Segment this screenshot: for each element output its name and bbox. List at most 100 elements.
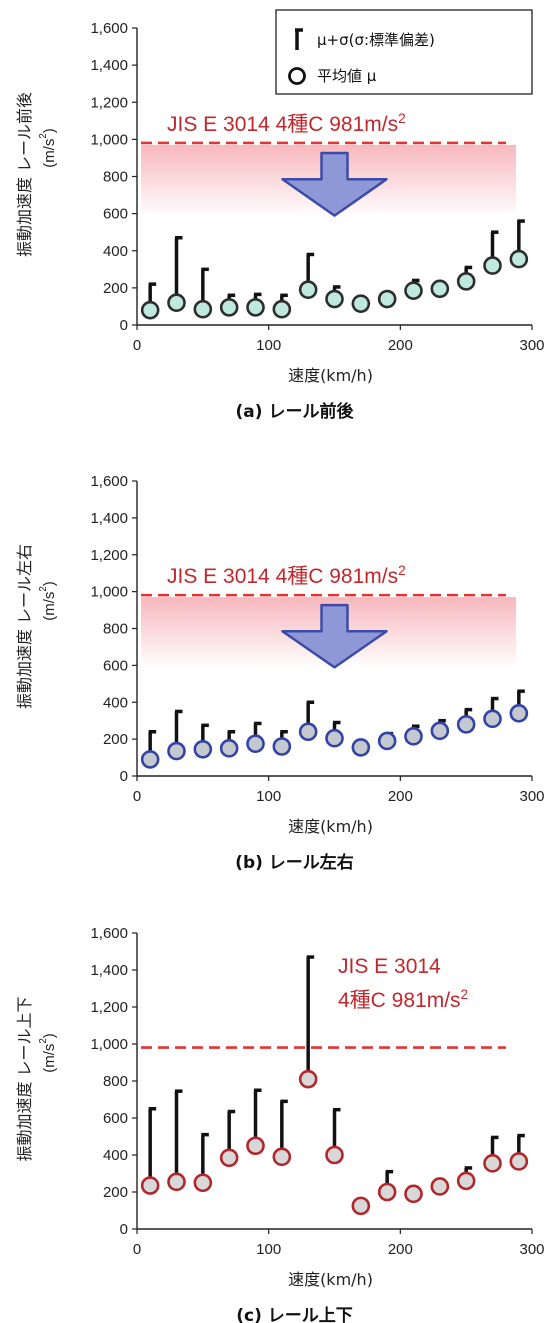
y-tick-label: 600 — [103, 657, 128, 674]
mean-point — [430, 279, 450, 299]
y-tick-label: 0 — [120, 768, 128, 785]
mean-point — [219, 739, 239, 758]
y-tick-label: 400 — [103, 694, 128, 711]
legend-mean-marker — [288, 67, 306, 85]
mean-point — [272, 737, 292, 756]
y-tick-label: 1,600 — [90, 473, 128, 490]
mean-point — [483, 709, 502, 729]
mean-point — [325, 1145, 344, 1165]
mean-point — [193, 299, 213, 319]
mean-point — [483, 256, 502, 275]
mean-point — [404, 1184, 423, 1204]
mean-point — [246, 298, 265, 317]
panel-caption: (a) レール前後 — [236, 401, 355, 422]
panel-caption: (c) レール上下 — [236, 1306, 353, 1323]
mean-point — [456, 272, 476, 291]
down-arrow — [281, 151, 388, 217]
mean-point — [325, 728, 344, 748]
reference-label-line: 4種C 981m/s2 — [338, 987, 468, 1012]
legend: μ+σ(σ:標準偏差) 平均値 μ — [275, 9, 533, 95]
x-tick-label: 100 — [256, 788, 281, 805]
y-axis-title: 振動加速度 レール上下 — [15, 996, 34, 1161]
y-tick-label: 0 — [120, 1221, 128, 1238]
panel-caption: (b) レール左右 — [235, 852, 354, 873]
y-tick-label: 600 — [103, 1110, 128, 1127]
mean-point — [351, 738, 371, 757]
y-tick-label: 1,400 — [90, 510, 128, 527]
x-tick-label: 0 — [133, 337, 141, 354]
mean-point — [377, 289, 397, 309]
mean-point — [140, 300, 160, 320]
mean-point — [430, 1177, 450, 1196]
y-tick-label: 1,000 — [90, 131, 128, 148]
mean-point — [351, 294, 371, 313]
panel-b: 0 200 400 600 800 1,000 1,200 1,400 1,600 0 100 200… — [15, 473, 545, 873]
y-tick-label: 1,200 — [90, 999, 128, 1016]
mean-point — [430, 721, 450, 741]
legend-box — [275, 9, 533, 95]
x-tick-label: 0 — [133, 1241, 141, 1258]
mean-point — [509, 1152, 529, 1171]
y-axis-unit: (m/s2) — [38, 1033, 58, 1073]
mean-point — [167, 741, 186, 761]
mean-point — [219, 1148, 239, 1168]
y-tick-label: 600 — [103, 206, 128, 223]
mean-point — [167, 293, 186, 313]
mean-point — [351, 1196, 371, 1216]
y-tick-label: 1,200 — [90, 547, 128, 564]
mean-point — [272, 1147, 292, 1167]
mean-point — [140, 750, 160, 769]
mean-point — [404, 727, 423, 746]
y-tick-label: 200 — [103, 731, 128, 748]
mean-point — [377, 1182, 397, 1202]
y-tick-label: 1,000 — [90, 584, 128, 601]
mean-point — [193, 1173, 213, 1193]
reference-label-line: JIS E 3014 — [338, 955, 441, 978]
x-tick-label: 300 — [519, 788, 544, 805]
mean-point — [246, 734, 265, 754]
mean-point — [298, 1069, 318, 1089]
mean-point — [509, 704, 529, 723]
mean-point — [140, 1176, 160, 1195]
x-tick-label: 0 — [133, 788, 141, 805]
x-tick-label: 100 — [256, 1241, 281, 1258]
mean-point — [325, 289, 344, 309]
y-axis-unit: (m/s2) — [38, 128, 58, 168]
y-tick-label: 1,400 — [90, 57, 128, 74]
x-tick-label: 300 — [519, 1241, 544, 1258]
x-tick-label: 200 — [388, 788, 413, 805]
x-axis-title: 速度(km/h) — [288, 366, 373, 385]
y-tick-label: 200 — [103, 280, 128, 297]
x-axis-title: 速度(km/h) — [288, 1270, 373, 1289]
y-tick-label: 1,000 — [90, 1036, 128, 1053]
x-tick-label: 100 — [256, 337, 281, 354]
reference-label: JIS E 3014 4種C 981m/s2 — [167, 111, 406, 136]
y-tick-label: 400 — [103, 243, 128, 260]
y-tick-label: 800 — [103, 621, 128, 638]
panel-a: 0 200 400 600 800 1,000 1,200 1,400 1,600 0 100 200… — [15, 9, 545, 422]
mean-point — [509, 249, 529, 269]
y-tick-label: 1,600 — [90, 20, 128, 37]
down-arrow — [281, 603, 388, 669]
mean-point — [404, 281, 423, 300]
mean-point — [483, 1154, 502, 1173]
x-tick-label: 300 — [519, 337, 544, 354]
mean-point — [377, 731, 397, 751]
y-tick-label: 200 — [103, 1184, 128, 1201]
mean-point — [219, 298, 239, 317]
mean-point — [298, 280, 318, 300]
x-tick-label: 200 — [388, 1241, 413, 1258]
reference-label: JIS E 3014 4種C 981m/s2 — [167, 563, 406, 588]
y-axis-unit: (m/s2) — [38, 581, 58, 621]
y-tick-label: 1,400 — [90, 962, 128, 979]
y-tick-label: 800 — [103, 1073, 128, 1090]
legend-mean-label: 平均値 μ — [317, 67, 377, 85]
mean-point — [298, 722, 318, 742]
mean-point — [167, 1172, 186, 1192]
y-tick-label: 400 — [103, 1147, 128, 1164]
panel-c: 0 200 400 600 800 1,000 1,200 1,400 1,600 0 100 200… — [15, 925, 545, 1323]
mean-point — [246, 1136, 265, 1156]
mean-point — [456, 715, 476, 734]
